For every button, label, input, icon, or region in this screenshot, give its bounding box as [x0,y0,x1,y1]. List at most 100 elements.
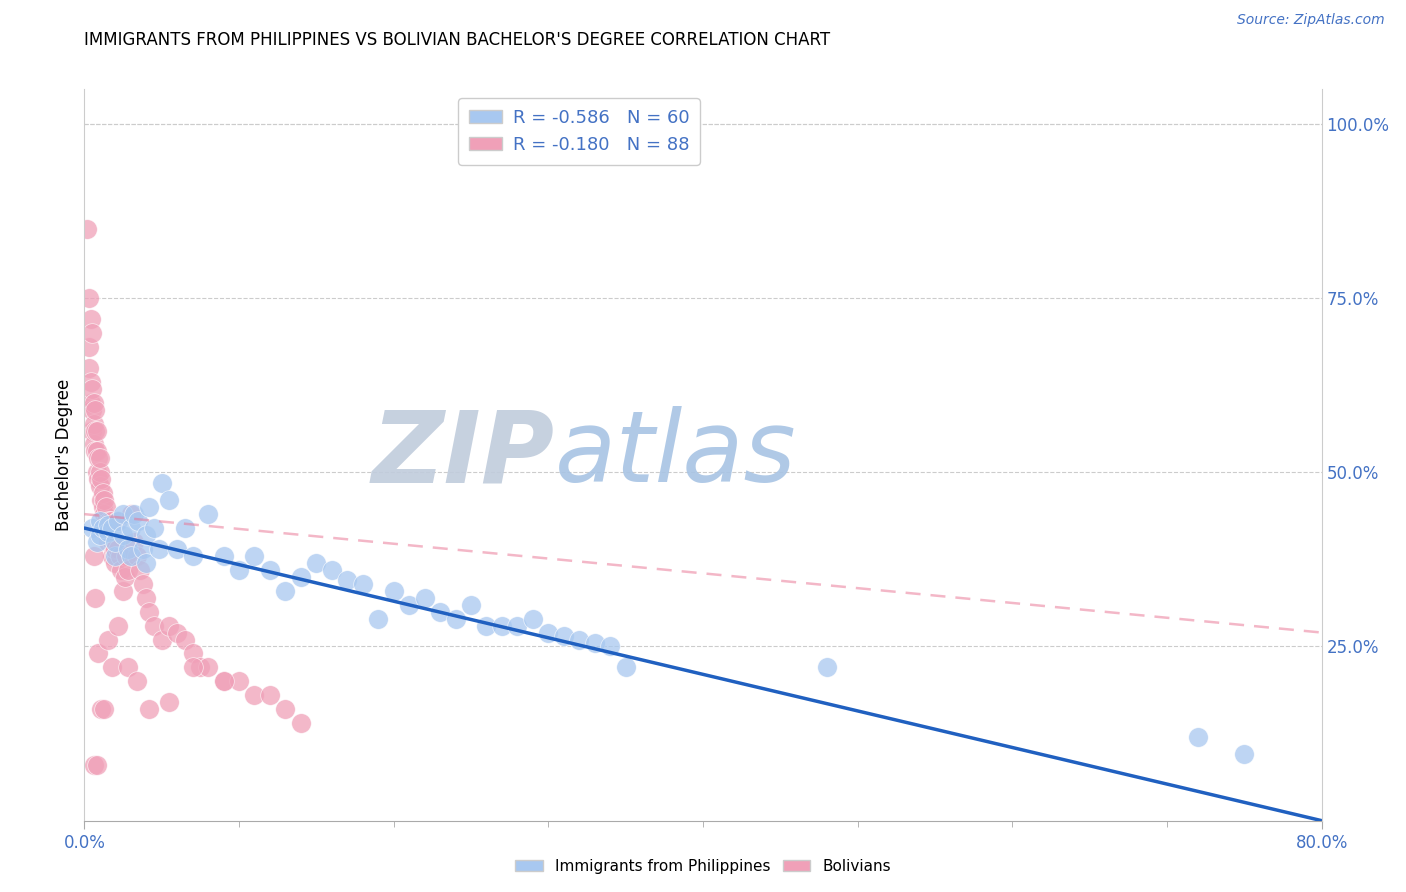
Point [122,507,145,521]
Point [97,517,120,532]
Point [135,556,157,570]
Point [89,479,111,493]
Point [460,598,482,612]
Point [86,424,108,438]
Point [76,221,98,235]
Point [87,647,110,661]
Point [398,598,420,612]
Point [128,514,150,528]
Point [135,591,157,605]
Point [97,632,120,647]
Point [77,291,100,305]
Point [104,556,127,570]
Point [83,758,105,772]
Point [91,521,114,535]
Point [97,535,120,549]
Point [103,541,125,556]
Point [197,660,219,674]
Point [290,570,312,584]
Point [101,660,124,674]
Point [82,424,104,438]
Point [98,514,121,528]
Point [159,493,181,508]
Point [181,549,204,563]
Point [79,375,101,389]
Point [159,618,181,632]
Point [83,417,105,431]
Point [143,618,166,632]
Point [336,574,359,588]
Point [506,618,529,632]
Point [553,629,575,643]
Point [87,472,110,486]
Point [491,618,513,632]
Point [243,688,266,702]
Point [115,549,138,563]
Point [352,576,374,591]
Point [125,674,148,689]
Point [166,625,188,640]
Point [93,702,115,716]
Point [86,535,108,549]
Text: Source: ZipAtlas.com: Source: ZipAtlas.com [1237,13,1385,28]
Point [86,466,108,480]
Point [522,612,544,626]
Point [413,591,436,605]
Point [120,549,142,563]
Point [82,382,104,396]
Point [129,563,152,577]
Point [228,674,250,689]
Point [259,688,281,702]
Point [82,402,104,417]
Point [138,702,160,716]
Point [148,541,170,556]
Point [274,702,297,716]
Point [100,514,122,528]
Point [110,563,132,577]
Point [82,326,104,340]
Point [114,570,136,584]
Point [117,541,139,556]
Point [104,549,127,563]
Point [305,556,328,570]
Point [101,535,124,549]
Point [122,535,145,549]
Point [79,395,101,409]
Point [125,549,148,563]
Point [166,541,188,556]
Point [101,549,124,563]
Text: atlas: atlas [554,407,796,503]
Point [212,674,235,689]
Point [104,541,127,556]
Point [120,507,142,521]
Point [93,493,115,508]
Point [89,514,111,528]
Point [367,612,389,626]
Point [112,528,135,542]
Point [86,758,108,772]
Point [117,660,139,674]
Point [104,535,127,549]
Point [117,563,139,577]
Point [181,647,204,661]
Point [86,444,108,458]
Point [77,340,100,354]
Point [112,583,135,598]
Point [1233,747,1256,762]
Point [159,695,181,709]
Point [150,475,173,490]
Point [84,591,107,605]
Point [90,472,112,486]
Point [181,660,204,674]
Point [83,395,105,409]
Point [83,437,105,451]
Point [583,636,606,650]
Point [107,514,129,528]
Point [174,521,197,535]
Point [91,500,114,515]
Point [143,521,166,535]
Point [94,500,117,515]
Point [79,312,101,326]
Point [568,632,591,647]
Point [84,402,107,417]
